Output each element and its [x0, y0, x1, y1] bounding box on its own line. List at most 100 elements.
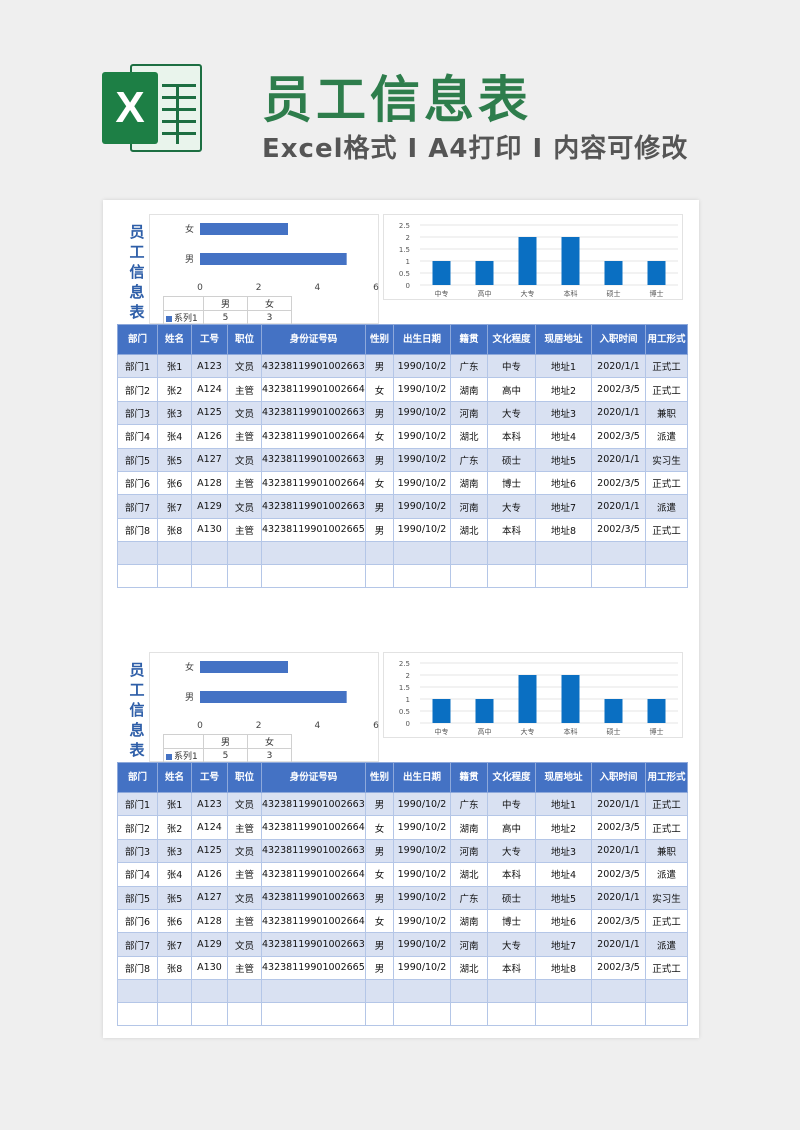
column-header[interactable]: 文化程度 [487, 762, 536, 793]
column-header[interactable]: 工号 [191, 324, 228, 355]
empty-cell[interactable] [393, 1002, 451, 1027]
table-cell[interactable]: 432381199010026635 [261, 400, 366, 426]
table-cell[interactable]: 张6 [157, 908, 192, 934]
column-header[interactable]: 性别 [365, 324, 394, 355]
table-cell[interactable]: 部门4 [117, 862, 158, 887]
table-cell[interactable]: 张6 [157, 470, 192, 496]
table-cell[interactable]: 张1 [157, 791, 192, 817]
table-cell[interactable]: 大专 [487, 400, 536, 426]
empty-cell[interactable] [535, 541, 592, 566]
table-cell[interactable]: 部门8 [117, 955, 158, 981]
table-cell[interactable]: A124 [191, 815, 228, 840]
table-cell[interactable]: A128 [191, 470, 228, 496]
table-cell[interactable]: 地址2 [535, 815, 592, 840]
table-cell[interactable]: 河南 [450, 838, 488, 864]
table-cell[interactable]: 2020/1/1 [591, 932, 646, 957]
table-cell[interactable]: 博士 [487, 470, 536, 496]
table-cell[interactable]: 湖南 [450, 908, 488, 934]
table-cell[interactable]: 1990/10/2 [393, 932, 451, 957]
table-cell[interactable]: 湖南 [450, 470, 488, 496]
empty-cell[interactable] [393, 541, 451, 566]
table-cell[interactable]: 女 [365, 862, 394, 887]
empty-cell[interactable] [591, 564, 646, 589]
table-cell[interactable]: 女 [365, 377, 394, 402]
table-cell[interactable]: 432381199010026635 [261, 447, 366, 472]
table-cell[interactable]: 432381199010026646 [261, 424, 366, 449]
table-cell[interactable]: 大专 [487, 494, 536, 519]
empty-cell[interactable] [450, 564, 488, 589]
table-cell[interactable]: 主管 [227, 377, 262, 402]
column-header[interactable]: 用工形式 [645, 324, 688, 355]
table-cell[interactable]: 派遣 [645, 494, 688, 519]
table-cell[interactable]: 2002/3/5 [591, 955, 646, 981]
table-cell[interactable]: 主管 [227, 862, 262, 887]
table-cell[interactable]: 男 [365, 885, 394, 910]
table-cell[interactable]: 2020/1/1 [591, 400, 646, 426]
table-cell[interactable]: 主管 [227, 955, 262, 981]
empty-cell[interactable] [591, 541, 646, 566]
empty-cell[interactable] [645, 1002, 688, 1027]
empty-cell[interactable] [261, 1002, 366, 1027]
table-cell[interactable]: 文员 [227, 791, 262, 817]
table-cell[interactable]: 中专 [487, 353, 536, 379]
column-header[interactable]: 姓名 [157, 762, 192, 793]
empty-cell[interactable] [191, 564, 228, 589]
table-cell[interactable]: A128 [191, 908, 228, 934]
column-header[interactable]: 籍贯 [450, 324, 488, 355]
table-cell[interactable]: 主管 [227, 908, 262, 934]
table-cell[interactable]: 2002/3/5 [591, 862, 646, 887]
table-cell[interactable]: 1990/10/2 [393, 353, 451, 379]
table-cell[interactable]: 正式工 [645, 377, 688, 402]
table-cell[interactable]: 2002/3/5 [591, 377, 646, 402]
table-cell[interactable]: 张3 [157, 838, 192, 864]
table-cell[interactable]: 文员 [227, 353, 262, 379]
table-cell[interactable]: 1990/10/2 [393, 955, 451, 981]
empty-cell[interactable] [117, 1002, 158, 1027]
table-cell[interactable]: 本科 [487, 424, 536, 449]
table-cell[interactable]: 地址1 [535, 353, 592, 379]
table-cell[interactable]: 432381199010026656 [261, 955, 366, 981]
table-cell[interactable]: 女 [365, 424, 394, 449]
table-cell[interactable]: 地址1 [535, 791, 592, 817]
table-cell[interactable]: 张4 [157, 424, 192, 449]
table-cell[interactable]: 部门2 [117, 377, 158, 402]
table-cell[interactable]: 男 [365, 955, 394, 981]
table-cell[interactable]: 2002/3/5 [591, 424, 646, 449]
table-cell[interactable]: 部门1 [117, 353, 158, 379]
table-cell[interactable]: 1990/10/2 [393, 470, 451, 496]
table-cell[interactable]: A130 [191, 955, 228, 981]
table-cell[interactable]: 2020/1/1 [591, 447, 646, 472]
column-header[interactable]: 姓名 [157, 324, 192, 355]
empty-cell[interactable] [191, 979, 228, 1004]
table-cell[interactable]: 实习生 [645, 885, 688, 910]
column-header[interactable]: 职位 [227, 324, 262, 355]
table-cell[interactable]: 博士 [487, 908, 536, 934]
table-cell[interactable]: 实习生 [645, 447, 688, 472]
empty-cell[interactable] [645, 564, 688, 589]
column-header[interactable]: 出生日期 [393, 762, 451, 793]
table-cell[interactable]: 1990/10/2 [393, 908, 451, 934]
table-cell[interactable]: 正式工 [645, 517, 688, 543]
table-cell[interactable]: 派遣 [645, 932, 688, 957]
column-header[interactable]: 工号 [191, 762, 228, 793]
table-cell[interactable]: 部门6 [117, 908, 158, 934]
table-cell[interactable]: A129 [191, 494, 228, 519]
column-header[interactable]: 现居地址 [535, 324, 592, 355]
table-cell[interactable]: 432381199010026635 [261, 838, 366, 864]
table-cell[interactable]: 中专 [487, 791, 536, 817]
table-cell[interactable]: 河南 [450, 932, 488, 957]
column-header[interactable]: 身份证号码 [261, 324, 366, 355]
table-cell[interactable]: 张5 [157, 885, 192, 910]
table-cell[interactable]: A127 [191, 447, 228, 472]
table-cell[interactable]: 主管 [227, 470, 262, 496]
table-cell[interactable]: 男 [365, 494, 394, 519]
table-cell[interactable]: 地址7 [535, 494, 592, 519]
table-cell[interactable]: 432381199010026646 [261, 377, 366, 402]
table-cell[interactable]: 主管 [227, 424, 262, 449]
table-cell[interactable]: 1990/10/2 [393, 862, 451, 887]
empty-cell[interactable] [393, 564, 451, 589]
empty-cell[interactable] [487, 541, 536, 566]
table-cell[interactable]: 大专 [487, 838, 536, 864]
table-cell[interactable]: 432381199010026635 [261, 932, 366, 957]
empty-cell[interactable] [365, 541, 394, 566]
